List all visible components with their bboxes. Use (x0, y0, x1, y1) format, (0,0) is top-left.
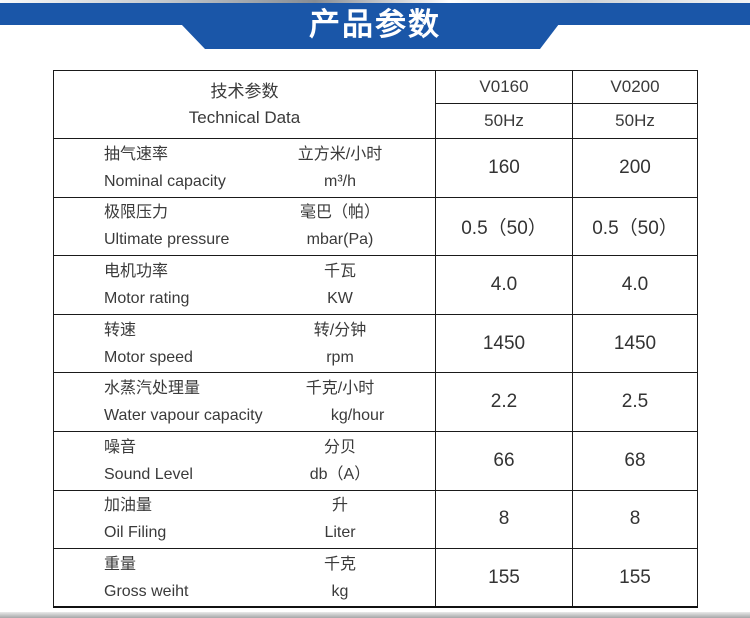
header-technical-data-zh: 技术参数 (210, 81, 279, 101)
param-unit-zh: 立方米/小时 (297, 145, 383, 163)
spec-row: 重量 千克 Gross weiht kg 155 155 (53, 548, 698, 608)
param-name-en: Motor rating (104, 289, 190, 307)
spec-row: 抽气速率 立方米/小时 Nominal capacity m³/h 160 20… (53, 138, 698, 198)
param-line-en: Motor rating KW (54, 285, 435, 312)
value-model-1: 66 (435, 430, 573, 491)
param-cell: 抽气速率 立方米/小时 Nominal capacity m³/h (53, 138, 436, 198)
header-row-models: 技术参数 Technical Data V0160 V0200 (53, 70, 698, 139)
param-unit-en: Liter (324, 524, 356, 542)
param-line-en: Gross weiht kg (54, 578, 435, 605)
param-name-en: Gross weiht (104, 582, 189, 600)
spec-row: 转速 转/分钟 Motor speed rpm 1450 1450 (53, 313, 698, 374)
param-unit-zh: 转/分钟 (313, 321, 367, 339)
param-line-en: Oil Filing Liter (54, 519, 435, 546)
param-cell: 加油量 升 Oil Filing Liter (53, 489, 436, 550)
param-cell: 水蒸汽处理量 千克/小时 Water vapour capacity kg/ho… (53, 372, 436, 432)
spec-row: 加油量 升 Oil Filing Liter 8 8 (53, 489, 698, 550)
param-name-en: Sound Level (104, 465, 193, 483)
param-unit-en: kg/hour (330, 407, 385, 425)
param-line-en: Water vapour capacity kg/hour (54, 402, 435, 429)
param-name-zh: 电机功率 (104, 262, 169, 280)
value-model-1: 155 (435, 548, 573, 608)
param-unit-en: kg (331, 582, 349, 600)
header-row-frequency: 50Hz 50Hz (54, 103, 698, 139)
spec-table: 技术参数 Technical Data V0160 V0200 50Hz 50H… (53, 70, 698, 609)
param-unit-en: db（A） (309, 465, 371, 483)
param-cell: 转速 转/分钟 Motor speed rpm (53, 313, 436, 374)
param-line-en: Sound Level db（A） (54, 461, 435, 488)
section-title: 产品参数 (309, 7, 441, 42)
value-model-1: 4.0 (435, 255, 573, 315)
param-line-zh: 重量 千克 (54, 551, 435, 578)
param-unit-zh: 毫巴（帕） (299, 204, 380, 222)
param-unit-zh: 分贝 (323, 438, 356, 456)
param-line-en: Nominal capacity m³/h (54, 168, 435, 195)
param-name-zh: 转速 (104, 321, 137, 339)
value-model-2: 155 (572, 548, 698, 608)
param-unit-en: mbar(Pa) (306, 231, 374, 249)
param-name-en: Motor speed (104, 348, 193, 366)
value-model-2: 200 (572, 138, 698, 198)
value-model-2: 8 (572, 489, 698, 550)
value-model-1: 1450 (435, 313, 573, 374)
param-line-zh: 噪音 分贝 (54, 434, 435, 461)
param-unit-zh: 升 (331, 497, 348, 515)
header-model-2: V0200 (572, 70, 698, 104)
param-line-zh: 加油量 升 (54, 492, 435, 519)
spec-row: 水蒸汽处理量 千克/小时 Water vapour capacity kg/ho… (53, 372, 698, 432)
param-cell: 极限压力 毫巴（帕） Ultimate pressure mbar(Pa) (53, 196, 436, 257)
param-name-zh: 加油量 (104, 497, 153, 515)
value-model-2: 2.5 (572, 372, 698, 432)
param-cell: 重量 千克 Gross weiht kg (53, 548, 436, 608)
header-technical-data-en: Technical Data (188, 107, 301, 127)
param-unit-en: KW (327, 289, 353, 307)
param-name-en: Water vapour capacity (104, 407, 263, 425)
param-line-zh: 电机功率 千瓦 (54, 258, 435, 285)
header-freq-1: 50Hz (435, 103, 573, 139)
param-line-en: Motor speed rpm (54, 344, 435, 371)
param-cell: 电机功率 千瓦 Motor rating KW (53, 255, 436, 315)
param-line-zh: 转速 转/分钟 (54, 317, 435, 344)
param-name-zh: 重量 (104, 555, 137, 573)
param-line-zh: 抽气速率 立方米/小时 (54, 141, 435, 168)
param-name-zh: 抽气速率 (104, 145, 169, 163)
value-model-2: 68 (572, 430, 698, 491)
spec-row: 噪音 分贝 Sound Level db（A） 66 68 (53, 430, 698, 491)
param-unit-zh: 千克/小时 (305, 380, 375, 398)
param-line-en: Ultimate pressure mbar(Pa) (54, 226, 435, 253)
banner-ribbon-trapezoid (181, 24, 559, 49)
param-cell: 噪音 分贝 Sound Level db（A） (53, 430, 436, 491)
param-line-zh: 水蒸汽处理量 千克/小时 (54, 375, 435, 402)
bottom-divider (0, 612, 750, 618)
param-unit-en: rpm (326, 348, 354, 366)
param-name-en: Nominal capacity (104, 172, 226, 190)
spec-row: 极限压力 毫巴（帕） Ultimate pressure mbar(Pa) 0.… (53, 196, 698, 257)
param-name-zh: 噪音 (104, 438, 137, 456)
spec-row: 电机功率 千瓦 Motor rating KW 4.0 4.0 (53, 255, 698, 315)
param-name-en: Oil Filing (104, 524, 167, 542)
metallic-top-divider (0, 0, 750, 4)
value-model-1: 160 (435, 138, 573, 198)
value-model-1: 8 (435, 489, 573, 550)
header-freq-2: 50Hz (572, 103, 698, 139)
param-name-zh: 水蒸汽处理量 (104, 380, 201, 398)
param-name-zh: 极限压力 (104, 204, 169, 222)
value-model-2: 1450 (572, 313, 698, 374)
header-technical-data: 技术参数 Technical Data (53, 70, 436, 139)
param-name-en: Ultimate pressure (104, 231, 230, 249)
param-unit-zh: 千克 (323, 555, 356, 573)
header-model-1: V0160 (435, 70, 573, 104)
value-model-1: 0.5（50） (435, 196, 573, 257)
banner-band (0, 3, 750, 25)
param-line-zh: 极限压力 毫巴（帕） (54, 199, 435, 226)
param-unit-en: m³/h (324, 172, 356, 190)
param-unit-zh: 千瓦 (323, 262, 356, 280)
value-model-2: 0.5（50） (572, 196, 698, 257)
value-model-2: 4.0 (572, 255, 698, 315)
value-model-1: 2.2 (435, 372, 573, 432)
